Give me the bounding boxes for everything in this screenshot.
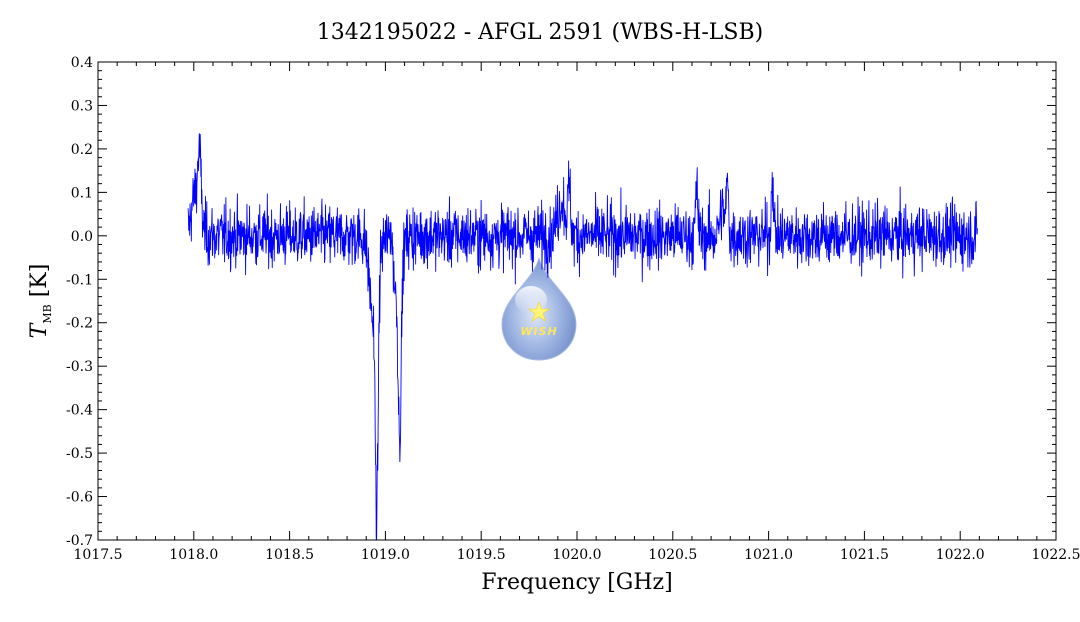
x-tick-label: 1022.0 bbox=[936, 547, 985, 563]
x-tick-label: 1022.5 bbox=[1032, 547, 1080, 563]
y-tick-label: -0.4 bbox=[66, 403, 93, 419]
plot-frame bbox=[98, 62, 1056, 540]
wish-logo-text: WISH bbox=[520, 325, 557, 338]
y-tick-label: 0.3 bbox=[71, 98, 93, 114]
x-tick-label: 1019.0 bbox=[361, 547, 410, 563]
x-axis-label: Frequency [GHz] bbox=[481, 570, 673, 595]
y-tick-label: 0.2 bbox=[71, 142, 93, 158]
y-axis-label-sub: MB bbox=[41, 304, 54, 323]
y-tick-label: -0.3 bbox=[66, 359, 93, 375]
x-tick-label: 1021.0 bbox=[744, 547, 793, 563]
y-axis-label-unit: [K] bbox=[27, 264, 52, 298]
y-tick-label: -0.5 bbox=[66, 446, 93, 462]
y-tick-label: -0.6 bbox=[66, 490, 93, 506]
y-tick-label: -0.7 bbox=[66, 533, 93, 549]
x-axis: 1017.5 1018.0 1018.5 1019.0 1019.5 1020.0 1020… bbox=[74, 62, 1080, 563]
y-tick-label: 0.1 bbox=[71, 185, 93, 201]
chart-title: 1342195022 - AFGL 2591 (WBS-H-LSB) bbox=[317, 20, 763, 45]
x-tick-label: 1020.0 bbox=[553, 547, 602, 563]
y-tick-label: -0.1 bbox=[66, 272, 93, 288]
svg-text:TMB [K]: TMB [K] bbox=[27, 264, 54, 339]
wish-logo: WISH bbox=[502, 258, 576, 360]
y-tick-label: -0.2 bbox=[66, 316, 93, 332]
series-line bbox=[188, 134, 977, 550]
x-tick-label: 1018.5 bbox=[265, 547, 314, 563]
x-tick-label: 1019.5 bbox=[457, 547, 506, 563]
y-axis-label: TMB [K] bbox=[27, 264, 54, 339]
y-tick-label: 0.4 bbox=[71, 55, 93, 71]
x-tick-label: 1020.5 bbox=[648, 547, 697, 563]
y-tick-label: 0.0 bbox=[71, 229, 93, 245]
x-tick-label: 1021.5 bbox=[840, 547, 889, 563]
x-tick-label: 1017.5 bbox=[74, 547, 123, 563]
x-tick-label: 1018.0 bbox=[169, 547, 218, 563]
